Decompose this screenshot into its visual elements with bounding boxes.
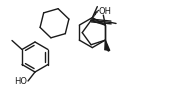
Polygon shape <box>105 40 110 51</box>
Text: OH: OH <box>98 7 111 16</box>
Text: HO: HO <box>14 77 27 86</box>
